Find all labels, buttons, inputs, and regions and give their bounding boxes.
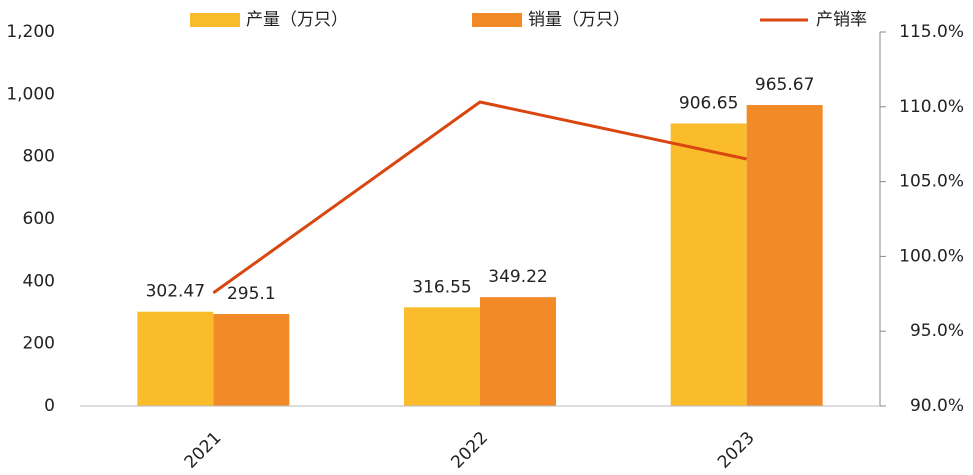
x-tick-label: 2021 xyxy=(181,428,226,473)
data-label: 295.1 xyxy=(227,284,276,304)
legend-label: 产量（万只） xyxy=(246,10,348,30)
bar xyxy=(746,105,823,407)
y-tick-label: 1,200 xyxy=(6,22,55,42)
y2-tick-label: 100.0% xyxy=(899,246,964,266)
legend-label: 销量（万只） xyxy=(528,10,630,30)
line-series xyxy=(212,100,747,295)
x-tick-label: 2023 xyxy=(714,428,759,473)
y2-tick-label: 115.0% xyxy=(899,22,964,42)
data-label: 965.67 xyxy=(755,75,814,95)
bar xyxy=(213,314,290,406)
y-tick-label: 0 xyxy=(44,396,55,416)
bar xyxy=(404,307,480,406)
x-tick-label: 2022 xyxy=(447,428,492,473)
bar xyxy=(480,297,556,406)
y-tick-label: 200 xyxy=(23,334,55,354)
legend-label: 产销率 xyxy=(816,10,867,30)
y2-tick-label: 110.0% xyxy=(899,97,964,117)
y-tick-label: 1,000 xyxy=(6,84,55,104)
y-tick-label: 800 xyxy=(23,147,55,167)
legend-swatch xyxy=(190,13,240,27)
bar xyxy=(137,311,214,406)
data-label: 349.22 xyxy=(488,267,547,287)
y-tick-label: 400 xyxy=(23,271,55,291)
y2-tick-label: 90.0% xyxy=(910,396,964,416)
legend-swatch xyxy=(472,13,522,27)
bar xyxy=(670,123,747,406)
y2-tick-label: 95.0% xyxy=(910,321,964,341)
y-tick-label: 600 xyxy=(23,209,55,229)
data-label: 316.55 xyxy=(412,277,471,297)
data-label: 906.65 xyxy=(679,93,738,113)
y2-tick-label: 105.0% xyxy=(899,172,964,192)
data-label: 302.47 xyxy=(146,282,205,302)
